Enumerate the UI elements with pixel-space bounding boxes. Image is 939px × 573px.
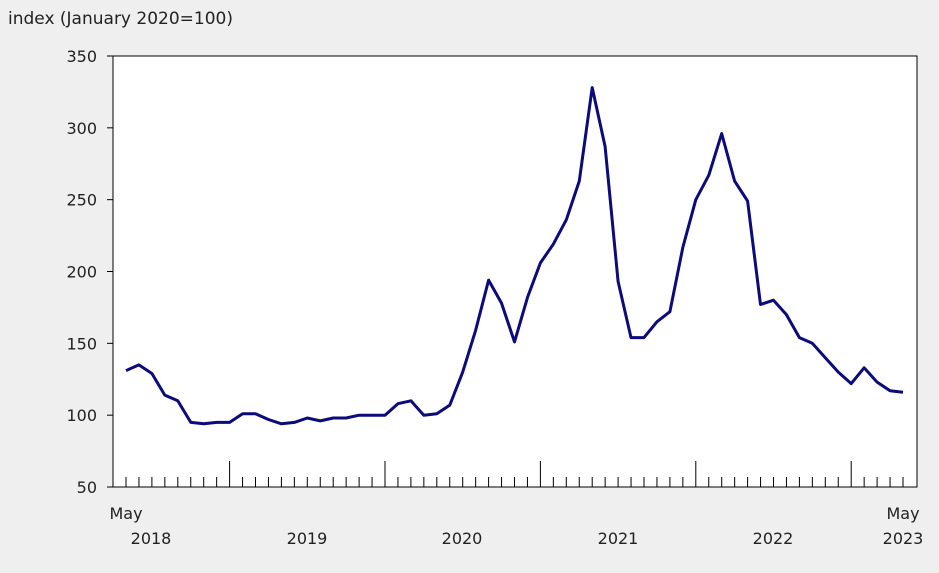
x-tick-label-year: 2022 (753, 529, 794, 548)
x-tick-label-year: 2021 (598, 529, 639, 548)
x-tick-label-end-month: May (886, 504, 919, 523)
x-tick-label-start-month: May (109, 504, 142, 523)
y-tick-label: 250 (66, 191, 97, 210)
y-axis: 50 100 150 200 250 300 350 (66, 47, 113, 497)
y-tick-label: 300 (66, 119, 97, 138)
y-tick-label: 200 (66, 263, 97, 282)
x-ticks (125, 461, 904, 487)
x-tick-label-year: 2019 (287, 529, 328, 548)
y-tick-label: 100 (66, 406, 97, 425)
series-line (125, 86, 904, 426)
x-axis: May 2018 2019 2020 2021 2022 May 2023 (109, 504, 923, 548)
y-tick-label: 50 (77, 478, 97, 497)
plot-area (112, 55, 918, 488)
x-tick-label-year: 2020 (442, 529, 483, 548)
y-axis-label: index (January 2020=100) (8, 9, 233, 29)
y-tick-label: 350 (66, 47, 97, 66)
y-tick-label: 150 (66, 334, 97, 353)
x-tick-label-end-year: 2023 (883, 529, 924, 548)
x-tick-label-start-year: 2018 (131, 529, 172, 548)
